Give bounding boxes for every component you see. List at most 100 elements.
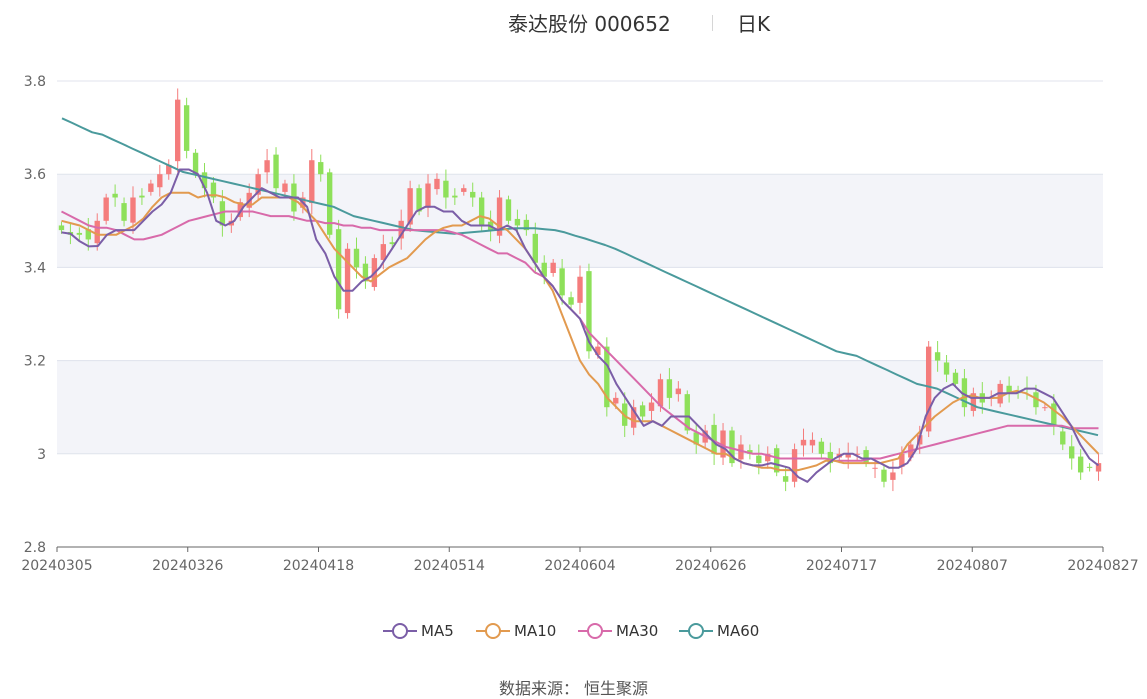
x-tick-label: 20240305 [21,558,92,574]
candle-body [568,297,574,305]
y-tick-label: 3 [37,447,46,463]
x-tick-label: 20240326 [152,558,223,574]
candle-body [85,229,91,240]
candle-body [389,242,395,245]
candle-body [407,188,413,225]
ma-lines [61,117,1100,483]
candle-body [613,397,619,404]
candle-body [309,160,315,204]
x-tick-label: 20240827 [1067,558,1138,574]
candle-body [890,472,896,480]
candle-body [1006,385,1012,394]
candle-body [845,453,851,458]
candle-body [684,394,690,431]
candle-body [559,268,565,296]
legend-ma30-label: MA30 [616,622,659,640]
ma60-line [61,117,1099,437]
legend-ma60[interactable]: MA60 [679,620,759,642]
candle-body [514,218,521,226]
y-tick-label: 3.2 [24,354,46,370]
candle-body [157,174,163,188]
chart-title: 泰达股份 000652 [508,12,671,36]
candle-body [943,362,950,375]
candle-body [210,182,217,198]
candle-body [1069,446,1075,459]
candle-body [577,276,583,303]
candle-body [237,202,243,218]
candle-body [541,262,547,277]
legend-ma60-label: MA60 [717,622,760,640]
candle-body [219,201,226,226]
x-tick-label: 20240514 [414,558,485,574]
chart-header: 泰达股份 000652 日K [0,8,1147,38]
candle-body [595,346,601,356]
candle-body [827,451,834,464]
candle-body [532,233,538,263]
candle-body [604,346,610,408]
candle-body [961,378,968,408]
candle-body [1086,466,1093,468]
x-tick-label: 20240717 [806,558,877,574]
legend-ma5-label: MA5 [421,622,454,640]
candle-body [1051,403,1057,426]
legend-ma5-icon [383,620,417,642]
candles [58,88,1102,492]
candle-body [273,154,279,189]
candle-body [264,160,270,173]
candle-body [586,271,592,352]
candle-body [630,407,637,428]
candle-body [729,430,735,464]
candle-body [720,430,726,458]
candle-body [711,424,717,454]
candle-body [1095,463,1102,472]
candle-body [478,197,485,226]
candle-body [1042,407,1048,409]
candle-body [872,467,878,469]
candle-body [818,441,825,454]
candle-body [693,432,699,445]
candle-body [58,225,65,231]
candle-body [952,372,959,384]
candle-body [809,439,816,446]
legend-ma10-icon [476,620,510,642]
candle-body [353,248,360,268]
candle-body [166,164,172,175]
candle-body [765,453,771,462]
y-tick-label: 3.6 [24,167,46,183]
candle-body [881,469,887,482]
title-separator [712,15,713,31]
legend-ma5[interactable]: MA5 [383,620,454,642]
legend-ma10-label: MA10 [514,622,557,640]
candle-body [934,352,941,361]
candle-body [791,449,798,482]
legend-ma10[interactable]: MA10 [476,620,556,642]
candle-body [425,183,431,208]
candle-body [452,195,458,198]
candle-body [94,220,100,244]
candle-body [505,199,512,221]
candle-body [443,180,449,198]
candle-body [380,244,386,260]
candle-body [782,476,789,482]
legend-ma30[interactable]: MA30 [578,620,658,642]
y-tick-label: 3.8 [24,74,46,90]
candle-body [175,99,181,162]
x-axis: 20240305 20240326 20240418 20240514 20240604… [21,546,1139,574]
candle-body [1077,456,1084,473]
candle-body [76,232,83,235]
candle-body [183,105,190,151]
candle-body [925,346,932,432]
ma5-line [61,168,1100,483]
candle-body [639,405,646,417]
candle-body [550,262,556,273]
x-tick-label: 20240418 [283,558,354,574]
x-tick-label: 20240807 [937,558,1008,574]
candle-body [362,263,369,282]
y-tick-label: 3.4 [24,260,46,276]
candle-body [1060,431,1066,445]
legend-ma30-icon [578,620,612,642]
data-source: 数据来源： 恒生聚源 [498,679,649,698]
candle-body [666,379,673,398]
candle-body [344,248,351,314]
